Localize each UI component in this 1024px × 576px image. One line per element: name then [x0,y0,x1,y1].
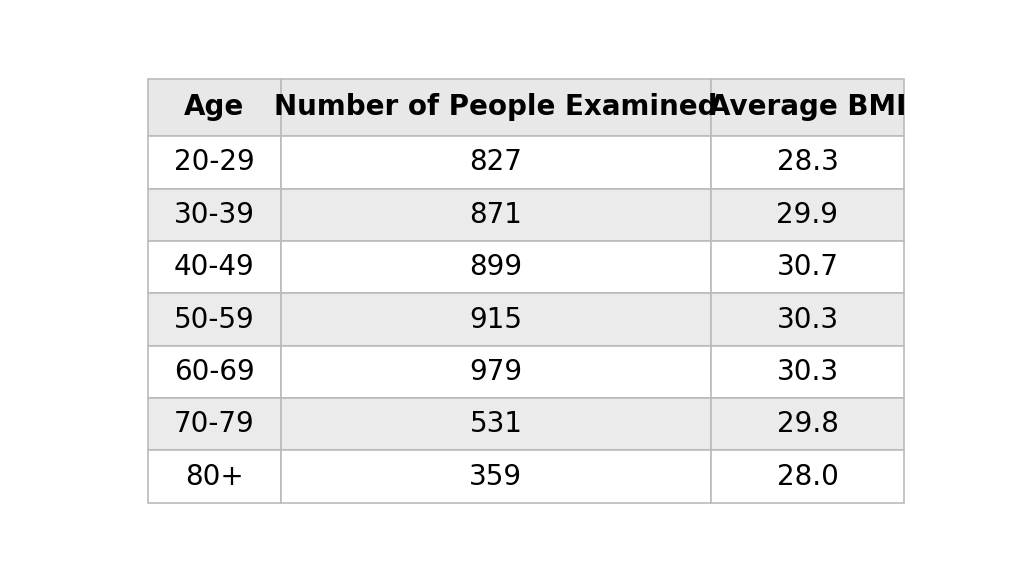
Bar [711,188,904,241]
Bar [147,188,281,241]
Text: 359: 359 [469,463,522,491]
Text: 871: 871 [469,200,522,229]
Bar [147,293,281,346]
Bar [147,79,281,136]
Text: 80+: 80+ [185,463,244,491]
Text: Average BMI: Average BMI [709,93,906,122]
Text: 30.3: 30.3 [776,305,839,334]
Bar [147,136,281,188]
Text: 899: 899 [469,253,522,281]
Bar [281,188,711,241]
Text: 29.9: 29.9 [776,200,839,229]
Text: 30.3: 30.3 [776,358,839,386]
Bar [281,136,711,188]
Text: 40-49: 40-49 [174,253,255,281]
Bar [281,398,711,450]
Text: Number of People Examined: Number of People Examined [274,93,718,122]
Bar [281,241,711,293]
Bar [281,346,711,398]
Text: 915: 915 [469,305,522,334]
Bar [711,241,904,293]
Text: 28.3: 28.3 [776,148,839,176]
Text: 30-39: 30-39 [174,200,255,229]
Text: 30.7: 30.7 [776,253,839,281]
Text: 60-69: 60-69 [174,358,255,386]
Bar [711,346,904,398]
Text: Age: Age [184,93,245,122]
Text: 29.8: 29.8 [776,410,839,438]
Bar [147,241,281,293]
Bar [147,346,281,398]
Bar [711,450,904,503]
Bar [711,79,904,136]
Bar [281,293,711,346]
Text: 70-79: 70-79 [174,410,255,438]
Bar [711,398,904,450]
Text: 50-59: 50-59 [174,305,255,334]
Text: 20-29: 20-29 [174,148,255,176]
Bar [281,450,711,503]
Bar [147,450,281,503]
Bar [711,136,904,188]
Text: 28.0: 28.0 [776,463,839,491]
Bar [147,398,281,450]
Text: 531: 531 [469,410,522,438]
Bar [281,79,711,136]
Text: 827: 827 [469,148,522,176]
Bar [711,293,904,346]
Text: 979: 979 [469,358,522,386]
